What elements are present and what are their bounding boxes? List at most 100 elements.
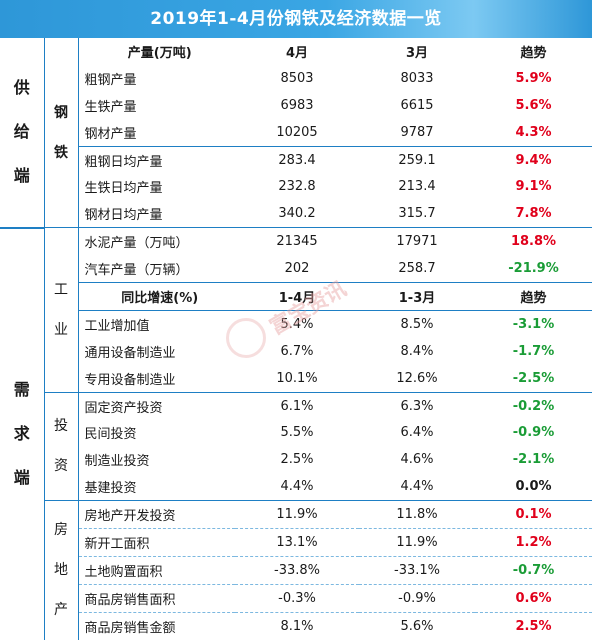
- trend-cell: 9.4%: [515, 152, 552, 168]
- row-label: 土地购置面积: [78, 556, 235, 585]
- row-label: 制造业投资: [84, 454, 150, 470]
- row-label: 通用设备制造业: [84, 345, 176, 361]
- table-row: 粗钢日均产量 283.4 259.1 9.4%: [0, 146, 592, 173]
- table-row: 汽车产量（万辆） 202 258.7 -21.9%: [0, 255, 592, 284]
- trend-cell: 0.0%: [475, 473, 592, 502]
- trend-cell: 0.6%: [475, 584, 592, 613]
- value-cell: 6.4%: [400, 425, 434, 441]
- trend-cell: -1.7%: [512, 343, 555, 359]
- row-label: 基建投资: [78, 473, 235, 502]
- group-label-char: 铁: [54, 144, 68, 161]
- row-label: 钢材日均产量: [78, 200, 235, 229]
- group-label-char: 供: [13, 78, 30, 98]
- group-real-estate: 房地产: [44, 500, 79, 640]
- table-row: 基建投资 4.4% 4.4% 0.0%: [0, 473, 592, 502]
- value-cell: 17971: [396, 234, 438, 250]
- table-row: 钢材产量 10205 9787 4.3%: [0, 118, 592, 147]
- trend-cell: 5.6%: [515, 97, 552, 113]
- group-label-char: 需: [13, 380, 30, 400]
- value-cell: 6615: [400, 97, 434, 113]
- row-label: 生铁产量: [84, 99, 137, 115]
- watermark-logo-icon: [226, 318, 266, 358]
- value-cell: 2.5%: [280, 452, 314, 468]
- header-cell: 1-3月: [359, 282, 475, 311]
- value-cell: 8033: [400, 70, 434, 86]
- row-label: 粗钢日均产量: [84, 154, 163, 170]
- value-cell: 340.2: [235, 200, 359, 229]
- value-cell: 232.8: [278, 179, 316, 195]
- trend-cell: 0.1%: [475, 500, 592, 530]
- table-row: 商品房销售面积 -0.3% -0.9% 0.6%: [0, 584, 592, 613]
- row-label: 商品房销售面积: [78, 584, 235, 613]
- value-cell: 11.8%: [359, 500, 475, 530]
- trend-cell: -0.2%: [512, 398, 555, 414]
- table-row: 粗钢产量 8503 8033 5.9%: [0, 65, 592, 92]
- header-cell: 1-4月: [235, 282, 359, 311]
- value-cell: 10.1%: [235, 364, 359, 393]
- trend-cell: -3.1%: [512, 316, 555, 332]
- group-label-char: 房: [54, 522, 68, 539]
- row-label: 工业增加值: [84, 318, 150, 334]
- value-cell: 12.6%: [359, 364, 475, 393]
- header-row: 同比增速(%) 1-4月 1-3月 趋势: [0, 282, 592, 311]
- value-cell: 4.4%: [235, 473, 359, 502]
- value-cell: 6.3%: [400, 398, 434, 414]
- table-row: 工业增加值 5.4% 8.5% -3.1%: [0, 310, 592, 337]
- value-cell: 9787: [359, 118, 475, 147]
- group-steel: 钢铁: [44, 38, 79, 229]
- row-label: 水泥产量（万吨）: [84, 236, 189, 252]
- data-table: 供给端钢铁产量(万吨) 4月 3月 趋势 粗钢产量 8503 8033 5.9% 生铁产量 698…: [0, 38, 592, 640]
- group-label-char: 工: [54, 281, 68, 298]
- group-label-char: 给: [13, 122, 30, 142]
- header-cell: 趋势: [520, 45, 547, 61]
- page-title: 2019年1-4月份钢铁及经济数据一览: [0, 0, 592, 38]
- table-row: 通用设备制造业 6.7% 8.4% -1.7%: [0, 338, 592, 365]
- trend-cell: 4.3%: [475, 118, 592, 147]
- value-cell: 315.7: [359, 200, 475, 229]
- table-row: 需求端工业水泥产量（万吨） 21345 17971 18.8%: [0, 227, 592, 640]
- table-row: 土地购置面积 -33.8% -33.1% -0.7%: [0, 556, 592, 585]
- header-row: 供给端钢铁产量(万吨) 4月 3月 趋势: [0, 38, 592, 229]
- value-cell: 283.4: [278, 152, 316, 168]
- group-industry: 工业: [44, 227, 79, 393]
- value-cell: 13.1%: [235, 528, 359, 557]
- value-cell: -0.9%: [359, 584, 475, 613]
- value-cell: 21345: [276, 234, 318, 250]
- trend-cell: 5.9%: [515, 70, 552, 86]
- value-cell: -0.3%: [235, 584, 359, 613]
- group-label-char: 端: [13, 468, 30, 488]
- header-cell: 产量(万吨): [127, 45, 192, 61]
- group-label-char: 地: [54, 562, 68, 579]
- value-cell: 259.1: [398, 152, 436, 168]
- table-row: 房地产房地产开发投资 11.9% 11.8% 0.1%: [0, 500, 592, 640]
- value-cell: 5.5%: [280, 425, 314, 441]
- value-cell: 10205: [235, 118, 359, 147]
- row-label: 民间投资: [84, 427, 137, 443]
- row-label: 钢材产量: [78, 118, 235, 147]
- table-row: 新开工面积 13.1% 11.9% 1.2%: [0, 528, 592, 557]
- header-cell: 趋势: [475, 282, 592, 311]
- value-cell: -33.1%: [359, 556, 475, 585]
- value-cell: 6.7%: [280, 343, 314, 359]
- row-label: 汽车产量（万辆）: [78, 255, 235, 284]
- header-cell: 4月: [285, 45, 309, 61]
- group-label-char: 钢: [54, 104, 68, 121]
- trend-cell: -21.9%: [475, 255, 592, 284]
- table-row: 民间投资 5.5% 6.4% -0.9%: [0, 419, 592, 446]
- value-cell: 8.5%: [400, 316, 434, 332]
- category-supply: 供给端: [0, 38, 45, 229]
- trend-cell: -0.7%: [475, 556, 592, 585]
- value-cell: 202: [235, 255, 359, 284]
- header-cell: 同比增速(%): [78, 282, 235, 311]
- value-cell: 8.4%: [400, 343, 434, 359]
- row-label: 房地产开发投资: [78, 500, 235, 530]
- header-cell: 3月: [405, 45, 429, 61]
- trend-cell: 9.1%: [515, 179, 552, 195]
- value-cell: 11.9%: [235, 500, 359, 530]
- value-cell: 11.9%: [359, 528, 475, 557]
- trend-cell: 1.2%: [475, 528, 592, 557]
- value-cell: 5.4%: [280, 316, 314, 332]
- value-cell: 4.4%: [359, 473, 475, 502]
- table-row: 制造业投资 2.5% 4.6% -2.1%: [0, 446, 592, 473]
- value-cell: 8.1%: [280, 618, 314, 634]
